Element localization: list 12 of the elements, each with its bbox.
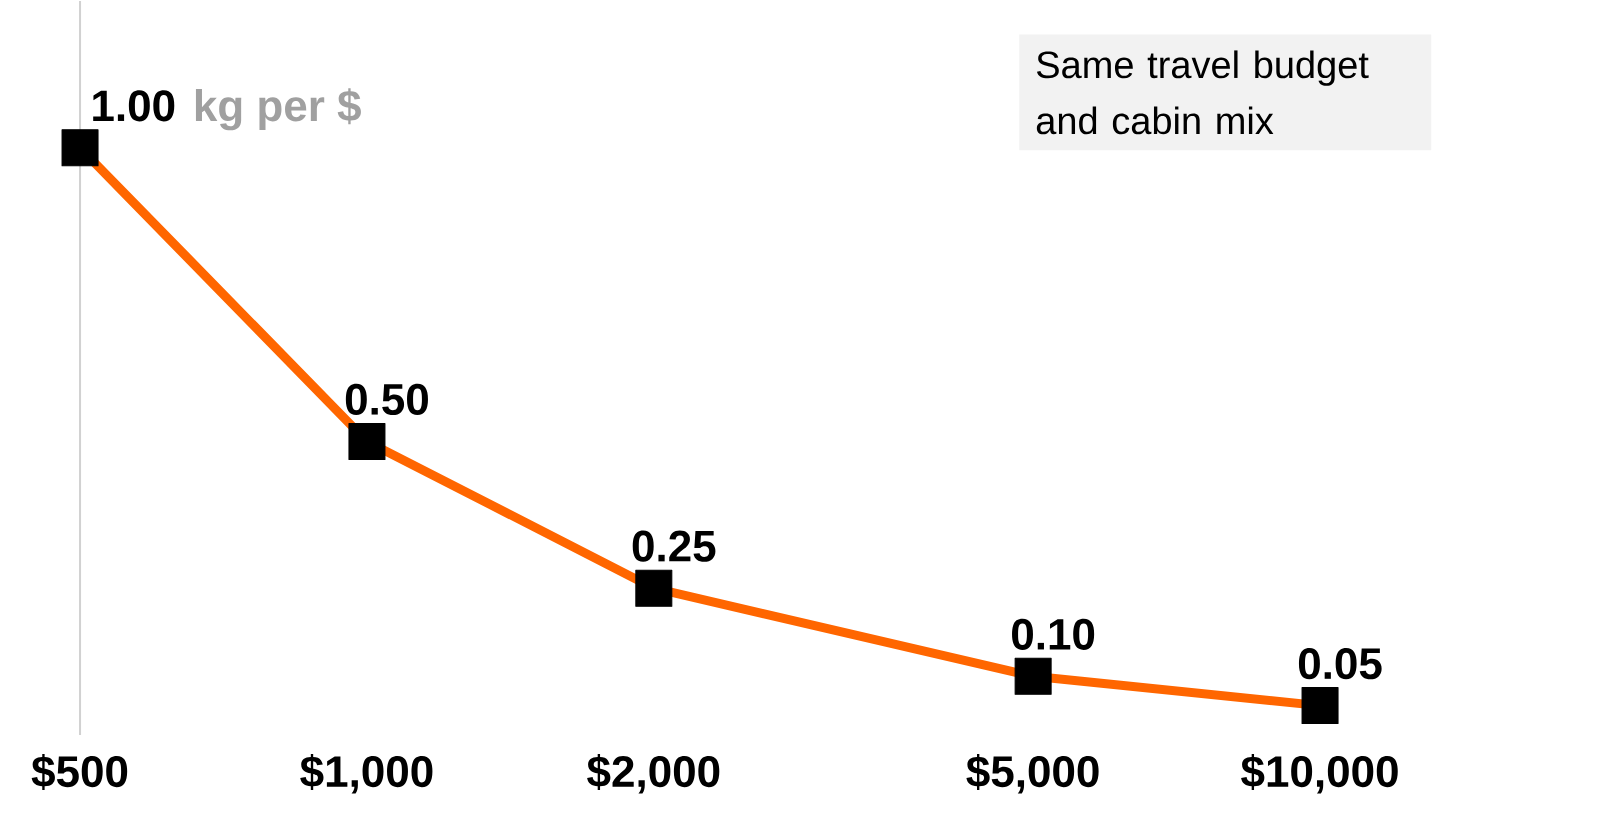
data-label: 0.50 xyxy=(345,383,428,415)
x-tick-label: $500 xyxy=(31,754,128,790)
data-label: 0.10 xyxy=(1012,618,1095,650)
data-label: 0.25 xyxy=(632,530,716,562)
x-tick-label: $1,000 xyxy=(300,754,433,794)
x-tick-label: $10,000 xyxy=(1241,754,1398,794)
data-label: 1.00 xyxy=(93,90,175,122)
x-tick-label: $5,000 xyxy=(966,754,1099,794)
x-tick-label: $2,000 xyxy=(587,754,720,794)
annotation: kg per $ xyxy=(195,88,361,131)
data-label: 0.05 xyxy=(1298,648,1382,680)
annotation: Same travel budget and cabin mix xyxy=(1036,50,1369,135)
